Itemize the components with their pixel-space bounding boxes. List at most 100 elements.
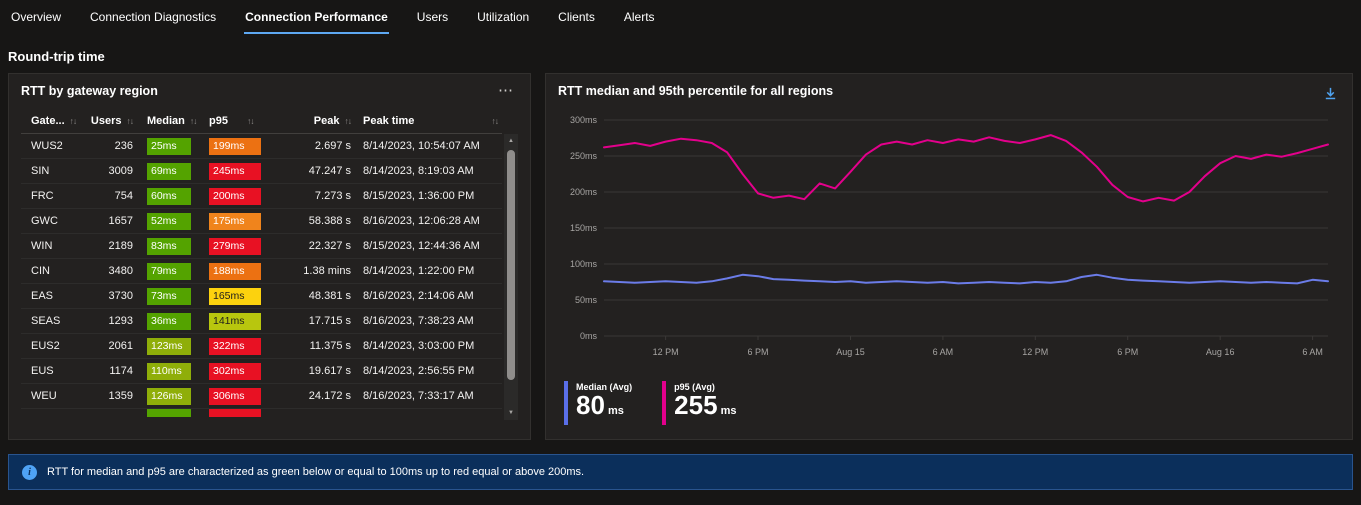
cell-peak: 22.327 s — [308, 240, 351, 252]
column-header-gate[interactable]: Gate... ↑↓ — [21, 115, 85, 127]
tab-overview[interactable]: Overview — [10, 10, 62, 34]
column-header-p95[interactable]: p95 ↑↓ — [207, 115, 283, 127]
cell-peak-time: 8/14/2023, 2:56:55 PM — [363, 365, 475, 377]
cell-peak-time: 8/15/2023, 1:36:00 PM — [363, 190, 475, 202]
svg-text:100ms: 100ms — [570, 259, 598, 269]
cell-median: 36ms — [133, 309, 207, 333]
sort-icon: ↑↓ — [69, 115, 77, 126]
tab-users[interactable]: Users — [416, 10, 449, 34]
table-row[interactable]: WIN 2189 83ms 279ms 22.327 s 8/15/2023, 12:44… — [21, 234, 502, 259]
tab-alerts[interactable]: Alerts — [623, 10, 656, 34]
svg-text:Aug 16: Aug 16 — [1206, 347, 1235, 357]
cell-gateway: EUS2 — [31, 340, 60, 352]
cell-peak-time: 8/16/2023, 7:33:17 AM — [363, 390, 474, 402]
cell-peak: 17.715 s — [308, 315, 351, 327]
table-row[interactable]: SEAS 1293 36ms 141ms 17.715 s 8/16/2023, 7:38… — [21, 309, 502, 334]
median-badge: 123ms — [147, 337, 191, 355]
table-row[interactable]: EUS 1174 110ms 302ms 19.617 s 8/14/2023, 2:56… — [21, 359, 502, 384]
info-banner: i RTT for median and p95 are characteriz… — [8, 454, 1353, 490]
p95-badge: 200ms — [209, 187, 261, 205]
cell-gateway: SIN — [31, 165, 50, 177]
cell-peak: 7.273 s — [314, 190, 351, 202]
table-header: Gate... ↑↓ Users ↑↓ Median ↑↓ p95 ↑↓ Peak ↑↓ Peak … — [21, 108, 502, 134]
svg-text:6 PM: 6 PM — [747, 347, 768, 357]
rtt-table-panel-header: RTT by gateway region ⋯ — [9, 74, 530, 102]
cell-users: 1293 — [108, 315, 133, 327]
rtt-line-chart: 0ms 50ms 100ms 150ms 200ms 250ms 300ms 12 PM 6 P… — [558, 112, 1340, 362]
column-header-median[interactable]: Median ↑↓ — [133, 115, 207, 127]
cell-p95: 200ms — [207, 184, 283, 208]
column-header-peak-time[interactable]: Peak time ↑↓ — [351, 115, 502, 127]
table-row[interactable]: CIN 3480 79ms 188ms 1.38 mins 8/14/2023, 1:22… — [21, 259, 502, 284]
legend-item-p95-avg: p95 (Avg) 255 ms — [662, 381, 737, 425]
table-row[interactable]: SIN 3009 69ms 245ms 47.247 s 8/14/2023, 8:19:… — [21, 159, 502, 184]
table-row[interactable]: WEU 1359 126ms 306ms 24.172 s 8/16/2023, 7:33… — [21, 384, 502, 409]
tab-connection-performance[interactable]: Connection Performance — [244, 10, 389, 34]
cell-p95: 302ms — [207, 359, 283, 383]
table-row[interactable]: EUS2 2061 123ms 322ms 11.375 s 8/14/2023, 3:0… — [21, 334, 502, 359]
cell-p95: 199ms — [207, 134, 283, 158]
svg-text:6 AM: 6 AM — [1302, 347, 1323, 357]
p95-badge: 306ms — [209, 387, 261, 405]
median-badge: 126ms — [147, 387, 191, 405]
cell-p95: 279ms — [207, 234, 283, 258]
table-row[interactable]: GWC 1657 52ms 175ms 58.388 s 8/16/2023, 12:06… — [21, 209, 502, 234]
cell-gateway: EAS — [31, 290, 54, 302]
svg-text:50ms: 50ms — [575, 295, 598, 305]
legend-label: Median (Avg) — [576, 382, 633, 392]
info-icon: i — [22, 464, 37, 480]
sort-icon: ↑↓ — [344, 115, 352, 126]
scroll-down-icon[interactable]: ▼ — [508, 410, 514, 416]
cell-peak: 2.697 s — [314, 140, 351, 152]
cell-peak-time: 8/14/2023, 8:19:03 AM — [363, 165, 474, 177]
cell-users: 2061 — [108, 340, 133, 352]
legend-value: 255 ms — [674, 390, 737, 420]
rtt-table-title: RTT by gateway region — [21, 84, 158, 98]
table-row[interactable]: FRC 754 60ms 200ms 7.273 s 8/15/2023, 1:36:00… — [21, 184, 502, 209]
cell-peak-time: 8/16/2023, 12:06:28 AM — [363, 215, 480, 227]
download-icon[interactable] — [1321, 84, 1340, 106]
p95-badge: 302ms — [209, 362, 261, 380]
svg-text:Aug 15: Aug 15 — [836, 347, 865, 357]
cell-gateway: FRC — [31, 190, 54, 202]
cell-median: 69ms — [133, 159, 207, 183]
cell-users: 3730 — [108, 290, 133, 302]
cell-median: 110ms — [133, 359, 207, 383]
column-label: Users — [90, 114, 122, 127]
cell-gateway: SEAS — [31, 315, 61, 327]
tab-utilization[interactable]: Utilization — [476, 10, 530, 34]
cell-peak: 58.388 s — [308, 215, 351, 227]
column-label: Peak time — [363, 114, 415, 127]
more-options-icon[interactable]: ⋯ — [494, 83, 518, 98]
cell-gateway: WEU — [31, 390, 57, 402]
tab-clients[interactable]: Clients — [557, 10, 596, 34]
rtt-table: Gate... ↑↓ Users ↑↓ Median ↑↓ p95 ↑↓ Peak ↑↓ Peak … — [21, 108, 518, 420]
median-badge: 60ms — [147, 187, 191, 205]
table-row[interactable]: WUS2 236 25ms 199ms 2.697 s 8/14/2023, 10:54:… — [21, 134, 502, 159]
info-banner-text: RTT for median and p95 are characterized… — [47, 466, 585, 478]
cell-median: 52ms — [133, 209, 207, 233]
table-scrollbar[interactable]: ▲ ▼ — [504, 134, 518, 420]
svg-text:250ms: 250ms — [570, 151, 598, 161]
cell-median: 73ms — [133, 284, 207, 308]
cell-peak-time: 8/14/2023, 1:22:00 PM — [363, 265, 475, 277]
median-badge: 73ms — [147, 287, 191, 305]
column-header-peak[interactable]: Peak ↑↓ — [283, 115, 352, 127]
svg-text:200ms: 200ms — [570, 187, 598, 197]
cell-median: 60ms — [133, 184, 207, 208]
cell-median: 83ms — [133, 234, 207, 258]
rtt-chart-panel: RTT median and 95th percentile for all r… — [545, 73, 1353, 440]
cell-p95: 141ms — [207, 309, 283, 333]
series-median — [603, 273, 1329, 285]
column-header-users[interactable]: Users ↑↓ — [85, 114, 134, 127]
table-row[interactable]: EAS 3730 73ms 165ms 48.381 s 8/16/2023, 2:14:… — [21, 284, 502, 309]
cell-median: 123ms — [133, 334, 207, 358]
scrollbar-thumb[interactable] — [507, 150, 515, 380]
scroll-up-icon[interactable]: ▲ — [508, 138, 514, 144]
cell-peak: 11.375 s — [309, 340, 351, 352]
legend-color-bar — [662, 381, 667, 425]
cell-p95: 165ms — [207, 284, 283, 308]
cell-peak-time: 8/15/2023, 12:44:36 AM — [363, 240, 480, 252]
tab-connection-diagnostics[interactable]: Connection Diagnostics — [89, 10, 217, 34]
